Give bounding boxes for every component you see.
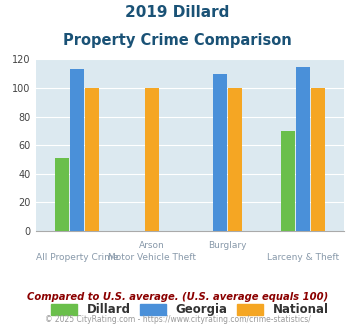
Text: Larceny & Theft: Larceny & Theft: [267, 253, 339, 262]
Bar: [55, 158, 69, 231]
Text: Property Crime Comparison: Property Crime Comparison: [63, 33, 292, 48]
Text: Burglary: Burglary: [208, 241, 247, 250]
Bar: [228, 88, 242, 231]
Bar: [311, 88, 325, 231]
Text: All Property Crime: All Property Crime: [36, 253, 118, 262]
Legend: Dillard, Georgia, National: Dillard, Georgia, National: [47, 299, 333, 321]
Bar: [145, 88, 159, 231]
Bar: [70, 69, 84, 231]
Bar: [281, 131, 295, 231]
Bar: [85, 88, 99, 231]
Text: Motor Vehicle Theft: Motor Vehicle Theft: [108, 253, 196, 262]
Text: 2019 Dillard: 2019 Dillard: [125, 5, 230, 20]
Text: Arson: Arson: [140, 241, 165, 250]
Text: © 2025 CityRating.com - https://www.cityrating.com/crime-statistics/: © 2025 CityRating.com - https://www.city…: [45, 315, 310, 324]
Text: Compared to U.S. average. (U.S. average equals 100): Compared to U.S. average. (U.S. average …: [27, 292, 328, 302]
Bar: [213, 74, 227, 231]
Bar: [296, 67, 310, 231]
